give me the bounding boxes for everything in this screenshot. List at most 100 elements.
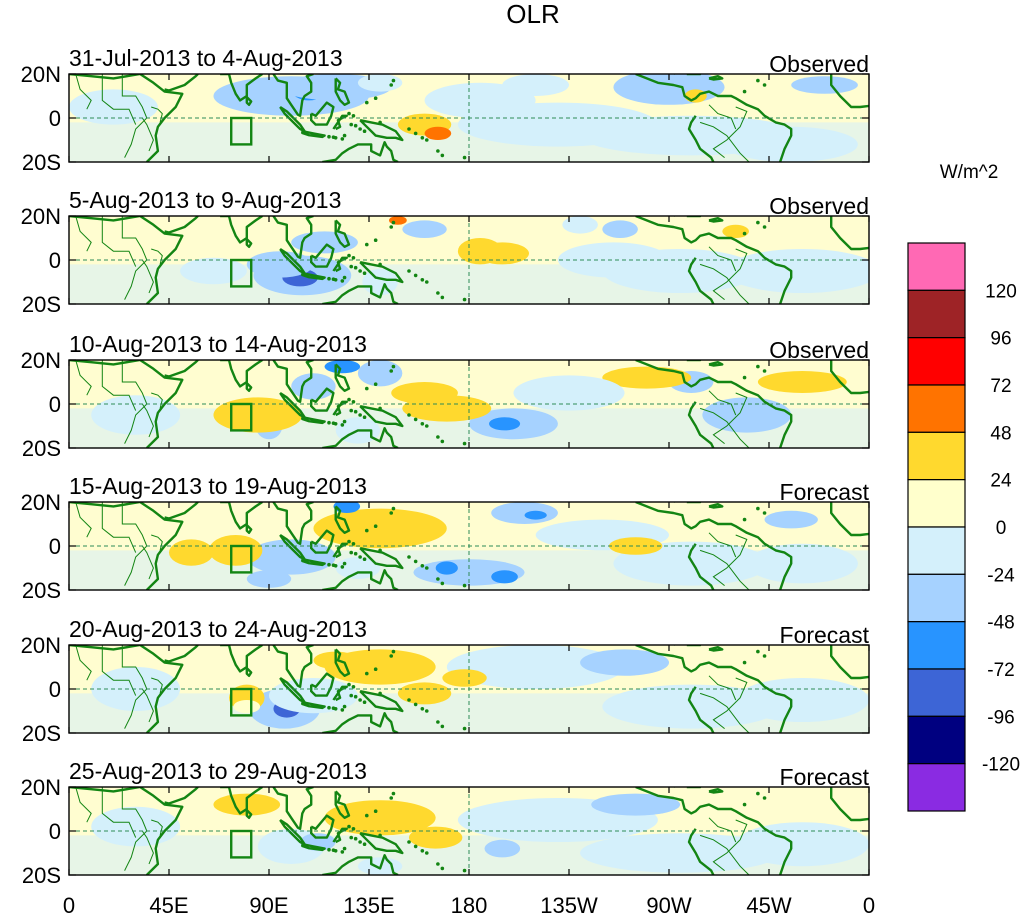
panel-kind-label: Observed [769,51,869,77]
country-border [712,248,748,300]
island [407,127,411,131]
island [424,280,429,284]
index-box [230,687,253,717]
olr-anomaly-contour [69,89,158,125]
coastline [245,809,253,819]
island [436,291,440,295]
country-border [708,246,737,272]
island [373,809,378,813]
coastline [164,360,199,378]
olr-anomaly-contour [602,220,638,238]
island [742,231,747,236]
olr-anomaly-contour [757,371,847,393]
island [413,559,418,564]
index-box [230,544,253,574]
island [353,836,358,841]
panel-period-label: 31-Jul-2013 to 4-Aug-2013 [69,45,343,71]
latitude-label: 20N [21,204,61,229]
country-border [141,259,154,294]
coastline [830,74,869,109]
island [762,83,767,87]
island [391,791,396,796]
olr-anomaly-contour [246,539,336,575]
coastline [332,256,348,273]
island [413,702,418,707]
olr-anomaly-contour [746,543,858,584]
island [364,528,369,533]
colorbar-swatch [907,242,966,291]
colorbar-swatch [907,763,966,812]
coastline [687,257,715,304]
island [462,441,467,446]
island [436,435,440,439]
island [331,421,336,425]
island [756,649,760,654]
colorbar-label: -72 [987,660,1014,681]
coastline [272,787,314,830]
coastline [69,645,184,733]
coastline [334,77,351,106]
country-border [75,74,92,110]
index-box [230,402,253,432]
island [362,700,367,704]
island [349,122,354,127]
island [440,866,445,871]
latitude-label: 20N [21,62,61,87]
island [462,583,467,588]
island [362,842,367,846]
island [362,415,367,419]
island [347,111,351,116]
olr-anomaly-contour [791,76,858,94]
olr-anomaly-contour [291,373,336,400]
island [389,511,394,515]
olr-anomaly-contour [591,793,681,816]
island [358,840,362,844]
coastline [310,243,335,268]
colorbar-swatch [907,479,966,528]
island [391,220,396,225]
colorbar-legend: W/m^2 120 96 72 48 24 0 -24 -48 -72 -96 -120 [907,162,1020,812]
olr-anomaly-contour [324,360,361,374]
island [742,517,747,522]
island [391,364,396,369]
island [462,726,467,731]
colorbar-swatch [907,289,966,339]
island [762,225,767,229]
island [420,278,425,282]
island [327,562,331,567]
coastline [635,216,793,304]
olr-anomaly-contour [446,645,625,689]
island [413,417,418,422]
country-border [708,532,737,558]
island [420,564,425,568]
island [742,660,747,665]
coastline [310,814,335,839]
coastline [245,238,253,248]
olr-panel: 5-Aug-2013 to 9-Aug-2013 Observed 20N 0 20S [21,187,870,317]
coastline [708,646,724,652]
latitude-label: 0 [49,248,61,273]
colorbar-swatch [907,431,966,481]
island [378,120,382,125]
coastline [332,685,348,702]
coastline [322,427,399,448]
coastline [279,533,306,561]
latitude-label: 20N [21,490,61,515]
olr-anomaly-contour [602,366,692,389]
panel-kind-label: Observed [769,337,869,363]
olr-anomaly-contour [409,826,463,849]
colorbar-swatch [907,337,966,386]
island [340,708,345,712]
coastline [830,216,869,251]
colorbar-label: -24 [987,565,1015,586]
index-box [230,116,253,146]
coastline [359,119,404,142]
latitude-label: 20S [22,578,61,603]
coastline [310,672,335,697]
coastline [322,569,399,590]
panel-kind-label: Forecast [780,479,870,505]
olr-anomaly-contour [489,417,521,431]
longitude-label: 45E [149,893,188,918]
coastline [687,115,715,162]
longitude-label: 90E [249,893,288,918]
